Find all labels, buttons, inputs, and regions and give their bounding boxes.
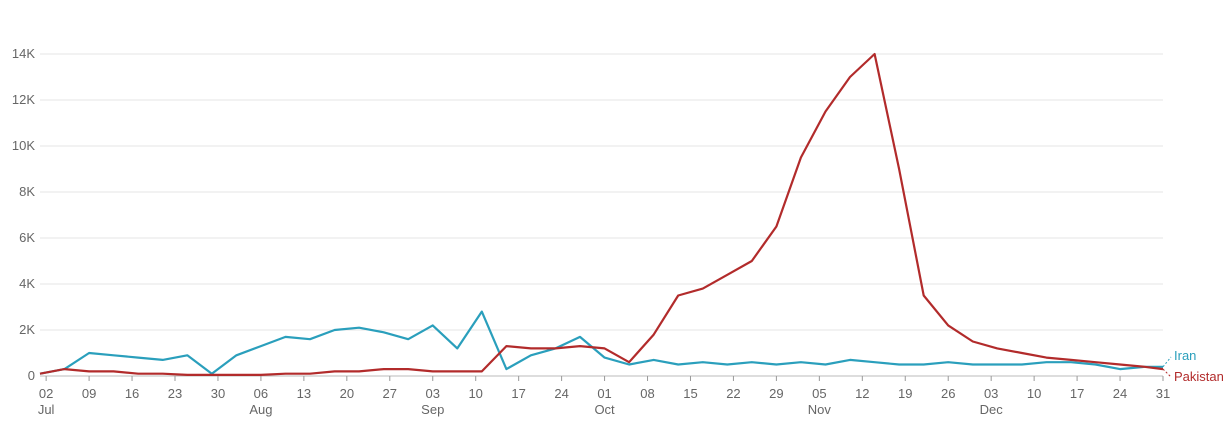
- x-tick-label: 27: [383, 386, 397, 401]
- series-label-iran: Iran: [1174, 348, 1196, 363]
- y-tick-label: 6K: [19, 230, 35, 245]
- grid-lines: [40, 53, 1163, 377]
- x-tick-label: 12: [855, 386, 869, 401]
- y-tick-label: 12K: [12, 92, 35, 107]
- y-tick-label: 0: [28, 368, 35, 383]
- x-tick-label: 24: [1113, 386, 1127, 401]
- series-end-labels: Iran Pakistan: [1162, 348, 1223, 384]
- x-tick-label: 09: [82, 386, 96, 401]
- x-tick-label: 05: [812, 386, 826, 401]
- x-tick-label: 08: [640, 386, 654, 401]
- y-tick-labels: 0 2K 4K 6K 8K 10K 12K 14K: [12, 46, 35, 383]
- x-tick-label: 15: [683, 386, 697, 401]
- x-tick-labels: 02 09 16 23 30 06 13 20 27 03 10 17 24 01 08 15 22 29 05 12…: [38, 376, 1170, 417]
- y-tick-label: 10K: [12, 138, 35, 153]
- pakistan-label-leader: [1162, 368, 1172, 378]
- x-tick-label: 13: [297, 386, 311, 401]
- x-tick-label: 23: [168, 386, 182, 401]
- x-tick-label: 10: [1027, 386, 1041, 401]
- x-month-label: Dec: [980, 402, 1004, 417]
- x-tick-label: 02: [39, 386, 53, 401]
- x-month-label: Oct: [594, 402, 615, 417]
- x-month-label: Jul: [38, 402, 55, 417]
- x-tick-label: 22: [726, 386, 740, 401]
- x-tick-label: 17: [511, 386, 525, 401]
- series-line-iran: [39, 310, 1163, 375]
- x-tick-label: 31: [1156, 386, 1170, 401]
- x-tick-label: 24: [554, 386, 568, 401]
- x-tick-label: 30: [211, 386, 225, 401]
- x-month-label: Aug: [249, 402, 272, 417]
- x-tick-label: 01: [597, 386, 611, 401]
- y-tick-label: 14K: [12, 46, 35, 61]
- iran-label-leader: [1162, 356, 1172, 368]
- x-tick-label: 29: [769, 386, 783, 401]
- x-tick-label: 06: [254, 386, 268, 401]
- x-tick-label: 26: [941, 386, 955, 401]
- y-tick-label: 4K: [19, 276, 35, 291]
- x-tick-label: 10: [468, 386, 482, 401]
- series-lines: [39, 52, 1164, 376]
- x-tick-label: 19: [898, 386, 912, 401]
- x-month-label: Nov: [808, 402, 832, 417]
- y-tick-label: 2K: [19, 322, 35, 337]
- x-tick-label: 20: [340, 386, 354, 401]
- x-tick-label: 16: [125, 386, 139, 401]
- series-line-pakistan: [39, 52, 1164, 376]
- y-tick-label: 8K: [19, 184, 35, 199]
- x-month-label: Sep: [421, 402, 444, 417]
- x-tick-label: 03: [426, 386, 440, 401]
- x-tick-label: 03: [984, 386, 998, 401]
- x-tick-label: 17: [1070, 386, 1084, 401]
- series-label-pakistan: Pakistan: [1174, 369, 1223, 384]
